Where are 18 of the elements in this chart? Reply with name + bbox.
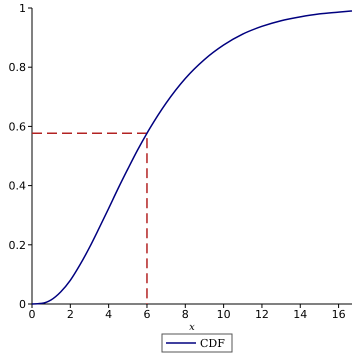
y-tick-label: 0 [19,298,26,311]
line-series [31,10,353,305]
x-axis-title: x [189,322,196,333]
x-tick-label: 8 [182,308,189,321]
x-tick-label: 4 [105,308,112,321]
y-tick-label: 0.8 [8,61,26,74]
legend-label: CDF [200,337,226,350]
y-tick-label: 0.2 [8,238,26,252]
x-tick-label: 6 [143,308,150,321]
x-tick-label: 14 [293,308,308,321]
x-tick-label: 16 [332,308,346,321]
y-tick-label: 0.6 [8,120,26,134]
y-tick-label: 1 [19,2,26,15]
x-tick-label: 2 [66,308,74,321]
x-tick-label: 10 [216,308,231,321]
y-tick-label: 0.4 [8,180,26,193]
x-tick-label: 12 [254,308,269,321]
x-tick-label: 0 [28,308,36,321]
